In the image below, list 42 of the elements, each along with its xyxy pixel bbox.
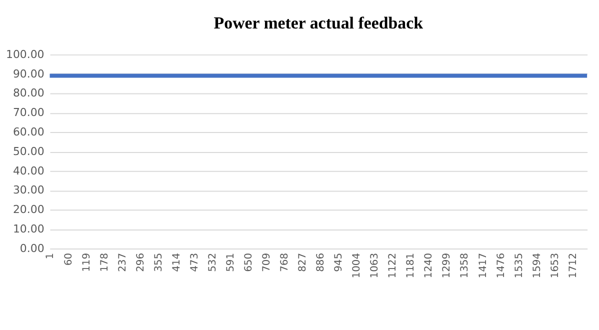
x-tick-label: 60 (63, 252, 74, 266)
x-tick-label: 296 (135, 252, 146, 272)
x-tick-label: 532 (207, 252, 218, 272)
x-tick-label: 1417 (478, 252, 489, 278)
x-tick-label: 119 (81, 252, 92, 272)
x-tick-label: 768 (280, 252, 291, 272)
y-tick-label: 90.00 (12, 67, 44, 80)
x-tick-label: 1004 (352, 252, 363, 278)
x-tick-label: 1535 (514, 252, 525, 278)
x-tick-label: 414 (171, 252, 182, 272)
x-tick-label: 237 (117, 252, 128, 272)
x-tick-label: 591 (225, 252, 236, 272)
x-tick-label: 1063 (370, 252, 381, 278)
x-tick-label: 827 (298, 252, 309, 272)
x-tick-label: 945 (334, 252, 345, 272)
y-tick-label: 40.00 (12, 164, 44, 178)
y-tick-label: 60.00 (12, 126, 44, 139)
x-tick-label: 886 (316, 252, 327, 272)
x-tick-label: 1122 (388, 252, 399, 278)
y-tick-label: 20.00 (12, 203, 44, 216)
y-tick-label: 50.00 (12, 144, 44, 158)
x-tick-label: 709 (262, 252, 272, 272)
x-tick-label: 473 (189, 252, 200, 272)
y-tick-label: 100.00 (6, 48, 44, 61)
x-tick-label: 1299 (442, 252, 453, 278)
y-tick-label: 80.00 (12, 86, 44, 100)
x-tick-label: 1181 (406, 252, 417, 278)
x-tick-label: 178 (99, 252, 110, 272)
x-tick-label: 1712 (568, 252, 579, 278)
x-tick-label: 1 (45, 252, 56, 260)
x-tick-label: 1476 (496, 252, 507, 278)
y-tick-label: 10.00 (12, 222, 44, 236)
x-tick-label: 355 (153, 252, 164, 272)
x-tick-label: 1358 (460, 252, 471, 278)
y-tick-label: 0.00 (20, 242, 44, 255)
y-tick-label: 70.00 (12, 106, 44, 120)
x-tick-label: 650 (243, 252, 254, 272)
x-tick-label: 1653 (550, 252, 561, 278)
x-tick-label: 1240 (424, 252, 435, 278)
x-tick-label: 1594 (532, 252, 543, 278)
y-tick-label: 30.00 (12, 184, 44, 197)
chart-title: Power meter actual feedback (214, 14, 424, 33)
